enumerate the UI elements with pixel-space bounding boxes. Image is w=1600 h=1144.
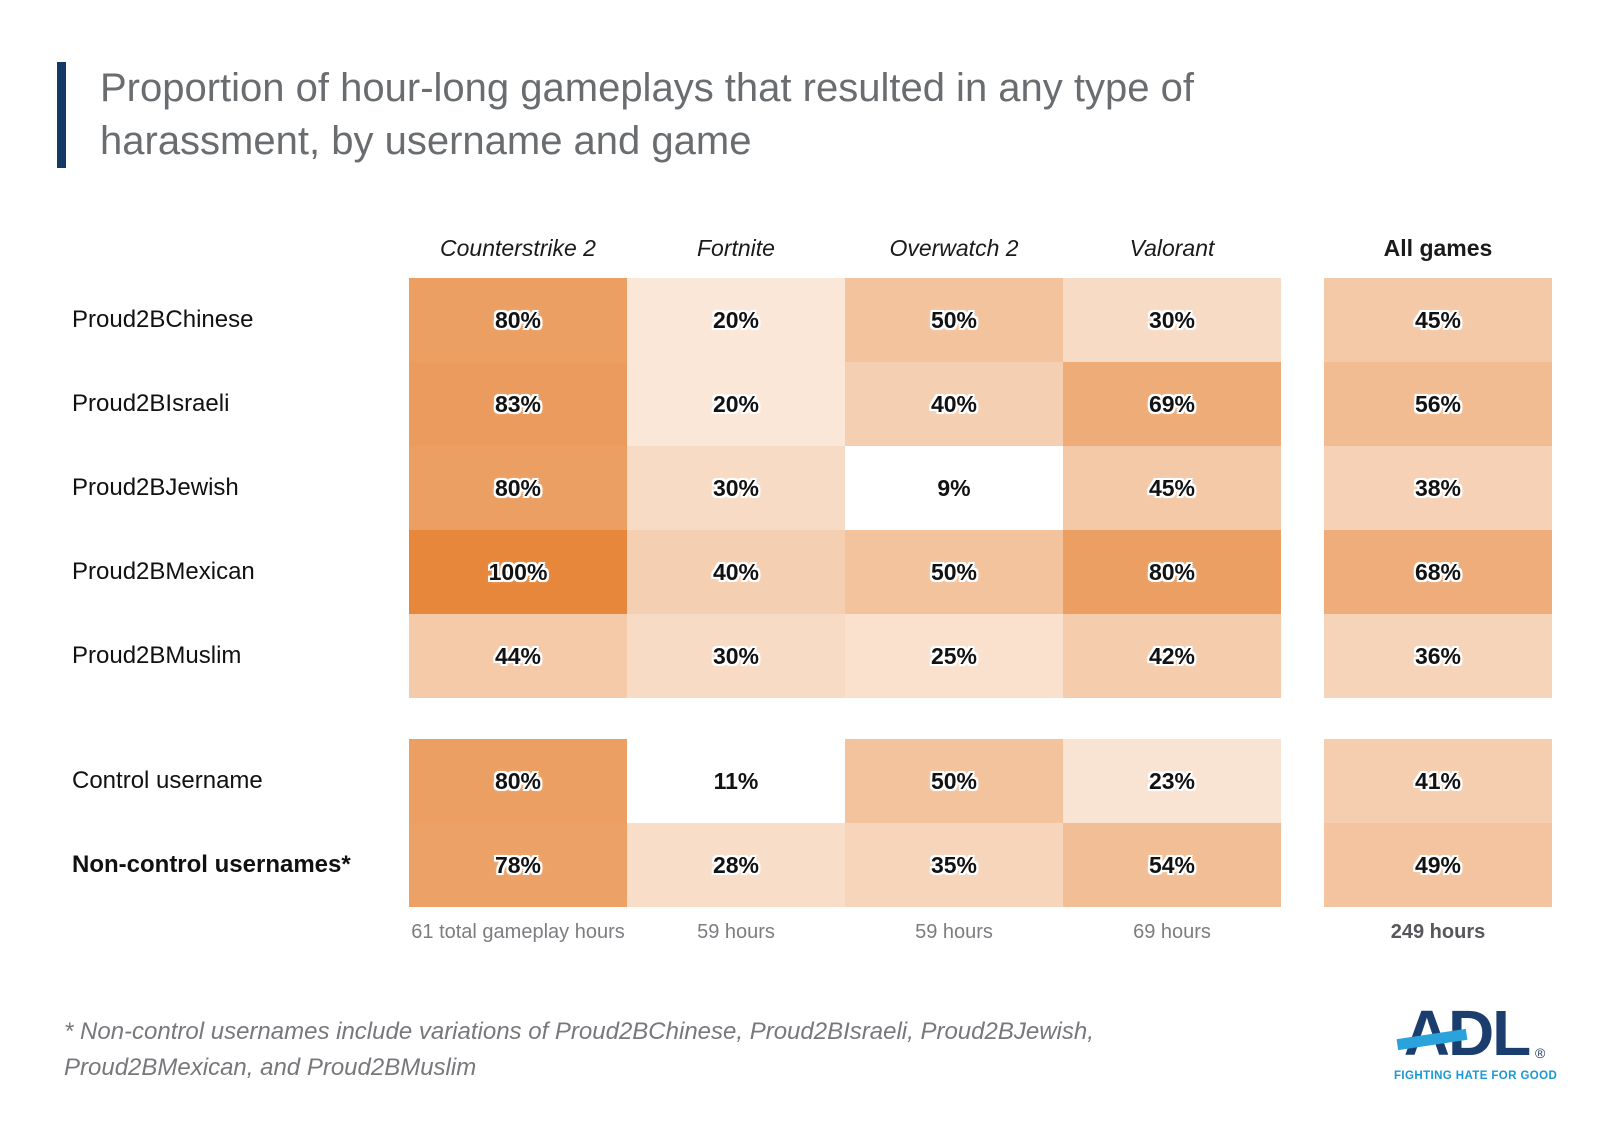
row-label: Non-control usernames* [72, 851, 351, 878]
hours-label-4: 69 hours [1133, 921, 1211, 943]
heatmap-cell: 80% [409, 739, 627, 823]
heatmap-cell-all-games: 45% [1324, 278, 1552, 362]
heatmap-cell: 50% [845, 530, 1063, 614]
hours-label-3: 59 hours [915, 921, 993, 943]
heatmap-cell: 80% [409, 278, 627, 362]
hours-spacer [64, 907, 409, 959]
block-gap [64, 698, 1552, 739]
adl-logo-text: ADL [1403, 997, 1532, 1069]
heatmap-cell-all-games: 36% [1324, 614, 1552, 698]
footnote-line1: * Non-control usernames include variatio… [64, 1018, 1094, 1045]
row-label: Proud2BJewish [72, 474, 239, 501]
footnote: * Non-control usernames include variatio… [64, 1014, 1094, 1086]
registered-trademark-icon: ® [1534, 1044, 1546, 1061]
hours-label-1: 61 total gameplay hours [411, 921, 625, 943]
heatmap-cell: 30% [627, 446, 845, 530]
footnote-line2: Proud2BMexican, and Proud2BMuslim [64, 1054, 477, 1081]
heatmap-cell-all-games: 41% [1324, 739, 1552, 823]
heatmap-cell: 42% [1063, 614, 1281, 698]
row-label: Proud2BChinese [72, 306, 254, 333]
row-gap-spacer [1281, 823, 1324, 907]
page-title: Proportion of hour-long gameplays that r… [100, 62, 1194, 168]
row-gap-spacer [1281, 614, 1324, 698]
heatmap-cell: 83% [409, 362, 627, 446]
heatmap-cell: 35% [845, 823, 1063, 907]
adl-logo-tagline: FIGHTING HATE FOR GOOD [1394, 1069, 1558, 1082]
heatmap-cell: 40% [627, 530, 845, 614]
heatmap-cell: 100% [409, 530, 627, 614]
heatmap-grid: Counterstrike 2 Fortnite Overwatch 2 Valora… [64, 220, 1552, 959]
row-label: Proud2BMuslim [72, 642, 242, 669]
heatmap-cell: 20% [627, 278, 845, 362]
heatmap-cell-all-games: 56% [1324, 362, 1552, 446]
row-gap-spacer [1281, 362, 1324, 446]
heatmap-cell: 28% [627, 823, 845, 907]
row-label: Control username [72, 767, 263, 794]
heatmap-cell-all-games: 38% [1324, 446, 1552, 530]
page-title-line1: Proportion of hour-long gameplays that r… [100, 66, 1194, 110]
heatmap-cell: 50% [845, 739, 1063, 823]
hours-label-2: 59 hours [697, 921, 775, 943]
title-block: Proportion of hour-long gameplays that r… [57, 62, 1194, 168]
adl-logo: ADL ® FIGHTING HATE FOR GOOD [1394, 997, 1558, 1082]
col-header-4: Valorant [1129, 235, 1215, 261]
header-gap-spacer [1281, 220, 1324, 278]
heatmap-cell: 69% [1063, 362, 1281, 446]
heatmap-cell: 25% [845, 614, 1063, 698]
heatmap-cell: 78% [409, 823, 627, 907]
hours-gap-spacer [1281, 907, 1324, 959]
row-gap-spacer [1281, 278, 1324, 362]
heatmap-cell-all-games: 68% [1324, 530, 1552, 614]
col-header-2: Fortnite [697, 235, 775, 261]
heatmap-cell: 20% [627, 362, 845, 446]
hours-label-all-games: 249 hours [1390, 921, 1486, 943]
heatmap-cell: 45% [1063, 446, 1281, 530]
header-spacer [64, 220, 409, 278]
row-gap-spacer [1281, 530, 1324, 614]
heatmap-cell: 11% [627, 739, 845, 823]
page-title-line2: harassment, by username and game [100, 119, 752, 163]
col-header-1: Counterstrike 2 [440, 235, 596, 261]
row-gap-spacer [1281, 446, 1324, 530]
row-gap-spacer [1281, 739, 1324, 823]
heatmap-cell: 44% [409, 614, 627, 698]
heatmap-cell: 30% [1063, 278, 1281, 362]
heatmap-cell: 30% [627, 614, 845, 698]
heatmap-cell: 54% [1063, 823, 1281, 907]
row-label: Proud2BIsraeli [72, 390, 230, 417]
row-label: Proud2BMexican [72, 558, 255, 585]
title-accent-bar [57, 62, 66, 168]
heatmap-cell: 9% [845, 446, 1063, 530]
heatmap-cell: 80% [1063, 530, 1281, 614]
col-header-all-games: All games [1383, 235, 1493, 261]
heatmap-cell: 50% [845, 278, 1063, 362]
heatmap-cell: 80% [409, 446, 627, 530]
heatmap-cell: 40% [845, 362, 1063, 446]
heatmap-cell: 23% [1063, 739, 1281, 823]
adl-logo-mark: ADL ® [1396, 997, 1545, 1069]
heatmap-cell-all-games: 49% [1324, 823, 1552, 907]
col-header-3: Overwatch 2 [889, 235, 1019, 261]
